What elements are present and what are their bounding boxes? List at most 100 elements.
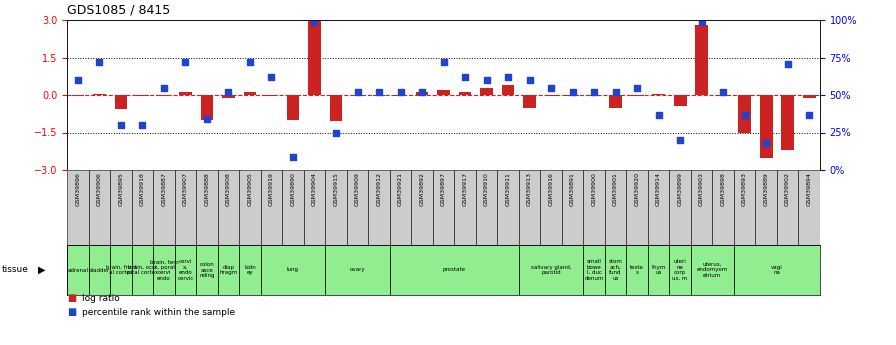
- Text: GSM39915: GSM39915: [333, 172, 339, 206]
- Bar: [390, 170, 411, 245]
- Bar: [239, 170, 261, 245]
- Point: [673, 137, 687, 143]
- Text: GSM39887: GSM39887: [161, 172, 167, 206]
- Point: [92, 59, 107, 65]
- Bar: [738, 95, 751, 132]
- Point: [329, 130, 343, 135]
- Bar: [566, 95, 579, 96]
- Bar: [244, 92, 256, 95]
- Bar: [153, 170, 175, 245]
- Text: GSM39898: GSM39898: [720, 172, 726, 206]
- Text: kidn
ey: kidn ey: [244, 265, 256, 275]
- Text: brain, tem
x, poral
cervi
endo: brain, tem x, poral cervi endo: [150, 259, 178, 280]
- Text: tissue: tissue: [2, 266, 29, 275]
- Bar: [519, 245, 583, 295]
- Bar: [282, 170, 304, 245]
- Bar: [196, 245, 218, 295]
- Point: [780, 61, 795, 66]
- Text: vagi
na: vagi na: [771, 265, 783, 275]
- Bar: [476, 170, 497, 245]
- Text: ■: ■: [67, 294, 76, 304]
- Text: stom
ach,
fund
us: stom ach, fund us: [608, 259, 623, 280]
- Bar: [93, 94, 106, 95]
- Bar: [691, 245, 734, 295]
- Bar: [261, 245, 325, 295]
- Bar: [562, 170, 583, 245]
- Bar: [158, 95, 170, 96]
- Point: [221, 89, 236, 95]
- Text: GSM39905: GSM39905: [247, 172, 253, 206]
- Text: bladder: bladder: [89, 267, 110, 273]
- Text: GSM39914: GSM39914: [656, 172, 661, 206]
- Text: uteri
ne
corp
us, m: uteri ne corp us, m: [672, 259, 688, 280]
- Text: GSM39891: GSM39891: [570, 172, 575, 206]
- Text: lung: lung: [287, 267, 299, 273]
- Bar: [368, 170, 390, 245]
- Text: diap
hragm: diap hragm: [220, 265, 237, 275]
- Text: GSM39909: GSM39909: [355, 172, 360, 206]
- Bar: [110, 245, 132, 295]
- Bar: [351, 95, 364, 96]
- Bar: [89, 170, 110, 245]
- Bar: [588, 95, 600, 96]
- Bar: [222, 95, 235, 98]
- Text: log ratio: log ratio: [82, 294, 119, 303]
- Bar: [648, 245, 669, 295]
- Bar: [652, 94, 665, 95]
- Bar: [132, 245, 153, 295]
- Bar: [502, 85, 514, 95]
- Text: GSM39906: GSM39906: [97, 172, 102, 206]
- Bar: [325, 245, 390, 295]
- Point: [458, 74, 472, 80]
- Bar: [712, 170, 734, 245]
- Point: [264, 74, 279, 80]
- Point: [759, 140, 773, 146]
- Bar: [175, 245, 196, 295]
- Text: GSM39897: GSM39897: [441, 172, 446, 206]
- Point: [436, 59, 451, 65]
- Text: small
bowe
l, duc
denum: small bowe l, duc denum: [584, 259, 604, 280]
- Text: cervi
x,
endo
cervic: cervi x, endo cervic: [177, 259, 194, 280]
- Bar: [261, 170, 282, 245]
- Bar: [239, 245, 261, 295]
- Bar: [545, 95, 557, 96]
- Bar: [196, 170, 218, 245]
- Point: [544, 85, 558, 90]
- Point: [802, 112, 816, 117]
- Point: [135, 122, 150, 128]
- Bar: [347, 170, 368, 245]
- Bar: [330, 95, 342, 121]
- Text: brain, occi
pital cortex: brain, occi pital cortex: [127, 265, 158, 275]
- Point: [479, 77, 494, 83]
- Bar: [72, 95, 84, 96]
- Text: GSM39920: GSM39920: [634, 172, 640, 206]
- Text: prostate: prostate: [443, 267, 466, 273]
- Text: GSM39901: GSM39901: [613, 172, 618, 206]
- Point: [243, 59, 257, 65]
- Text: GSM39911: GSM39911: [505, 172, 511, 206]
- Bar: [454, 170, 476, 245]
- Point: [630, 85, 644, 90]
- Text: GSM39919: GSM39919: [269, 172, 274, 206]
- Bar: [540, 170, 562, 245]
- Text: ▶: ▶: [38, 265, 45, 275]
- Bar: [734, 245, 820, 295]
- Point: [716, 89, 730, 95]
- Point: [651, 112, 666, 117]
- Bar: [67, 170, 89, 245]
- Bar: [265, 95, 278, 96]
- Bar: [777, 170, 798, 245]
- Point: [522, 77, 537, 83]
- Bar: [304, 170, 325, 245]
- Bar: [717, 95, 729, 96]
- Bar: [115, 95, 127, 109]
- Text: salivary gland,
parotid: salivary gland, parotid: [530, 265, 572, 275]
- Text: colon
asce
nding: colon asce nding: [199, 262, 215, 278]
- Bar: [89, 245, 110, 295]
- Bar: [218, 245, 239, 295]
- Text: adrenal: adrenal: [67, 267, 89, 273]
- Point: [200, 116, 214, 122]
- Bar: [67, 245, 89, 295]
- Point: [415, 89, 429, 95]
- Text: percentile rank within the sample: percentile rank within the sample: [82, 308, 235, 317]
